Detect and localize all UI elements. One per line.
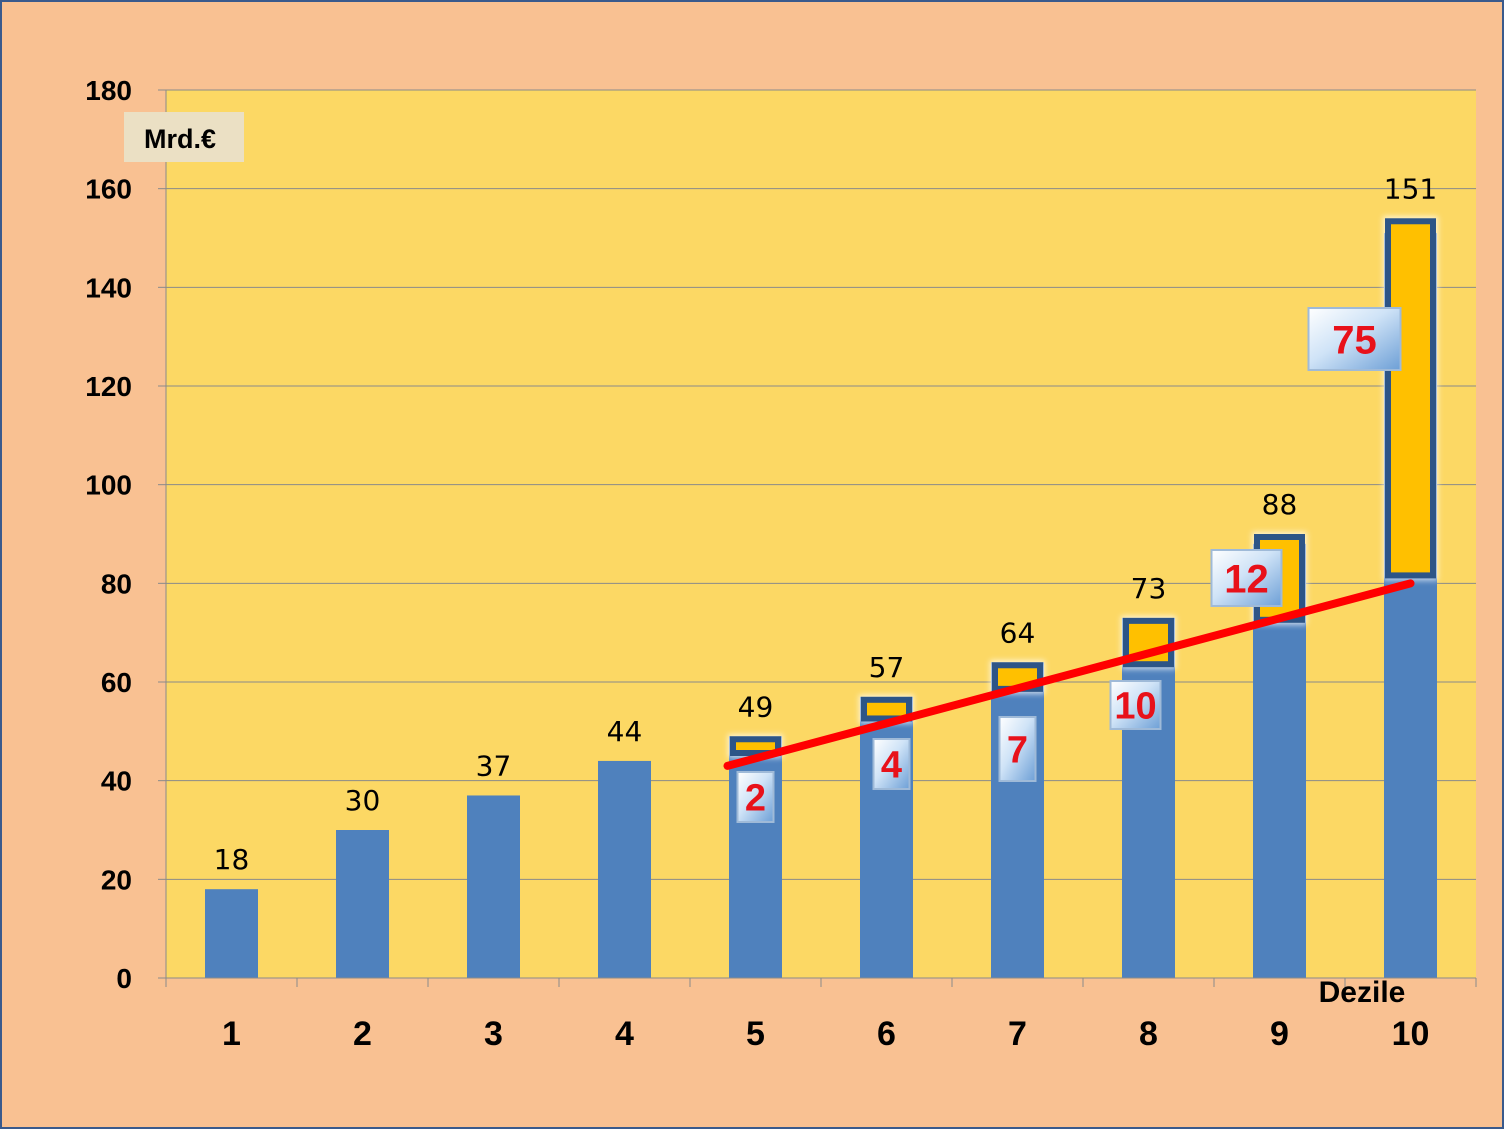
gap-label: 12 <box>1224 557 1269 601</box>
bar <box>336 830 389 978</box>
y-tick-label: 40 <box>101 766 132 797</box>
unit-label: Mrd.€ <box>124 112 244 162</box>
data-label: 30 <box>345 784 381 817</box>
gap-segment <box>730 736 781 756</box>
x-tick-label: 8 <box>1139 1015 1158 1053</box>
bar <box>991 662 1044 978</box>
gap-label: 7 <box>1007 730 1028 772</box>
data-label: 37 <box>476 749 512 782</box>
x-tick-label: 7 <box>1008 1015 1027 1053</box>
data-label: 151 <box>1384 172 1437 205</box>
data-label: 49 <box>738 690 774 723</box>
gap-label-box <box>872 738 911 790</box>
data-label: 18 <box>214 843 250 876</box>
y-tick-label: 180 <box>85 75 132 106</box>
data-label: 88 <box>1262 488 1298 521</box>
y-tick-label: 120 <box>85 371 132 402</box>
y-axis: 0 20 40 60 80 100 120 140 160 180 <box>85 75 167 994</box>
gap-label-box <box>1307 307 1402 371</box>
y-tick-label: 60 <box>101 667 132 698</box>
x-tick-label: 1 <box>222 1015 241 1053</box>
trend-line <box>723 579 1415 770</box>
unit-text: Mrd.€ <box>144 124 216 154</box>
data-labels: 18 30 37 44 49 57 64 73 88 151 <box>214 172 1438 876</box>
gap-segment <box>1385 218 1436 579</box>
x-tick-label: 2 <box>353 1015 372 1053</box>
data-label: 64 <box>1000 616 1036 649</box>
gap-label: 2 <box>745 778 766 820</box>
data-label: 44 <box>607 715 643 748</box>
x-tick-label: 5 <box>746 1015 765 1053</box>
data-label: 73 <box>1131 572 1167 605</box>
x-axis-title: Dezile <box>1319 976 1406 1009</box>
x-tick-label: 3 <box>484 1015 503 1053</box>
gap-label-box <box>998 716 1037 782</box>
gap-label: 10 <box>1114 686 1156 728</box>
x-axis: 1 2 3 4 5 6 7 8 9 10 <box>158 977 1477 1053</box>
y-tick-label: 100 <box>85 470 132 501</box>
y-tick-label: 80 <box>101 568 132 599</box>
y-tick-label: 160 <box>85 174 132 205</box>
bar <box>598 760 651 978</box>
y-tick-label: 20 <box>101 864 132 895</box>
x-tick-label: 10 <box>1392 1015 1430 1053</box>
unit-box <box>124 112 244 162</box>
data-label: 57 <box>869 651 905 684</box>
bar <box>467 795 520 978</box>
x-tick-label: 6 <box>877 1015 896 1053</box>
gap-label: 75 <box>1332 318 1377 362</box>
y-tick-label: 0 <box>116 963 132 994</box>
bar <box>1122 617 1175 978</box>
gap-label-box <box>1210 549 1283 607</box>
x-tick-label: 9 <box>1270 1015 1289 1053</box>
gap-label-box <box>736 771 775 823</box>
gap-label-box <box>1109 680 1162 730</box>
bar <box>205 889 258 978</box>
y-tick-label: 140 <box>85 272 132 303</box>
gap-segment <box>861 696 912 722</box>
x-tick-label: 4 <box>615 1015 634 1053</box>
gap-label: 4 <box>881 745 902 787</box>
gap-labels: 2 4 7 10 12 75 <box>736 307 1402 823</box>
